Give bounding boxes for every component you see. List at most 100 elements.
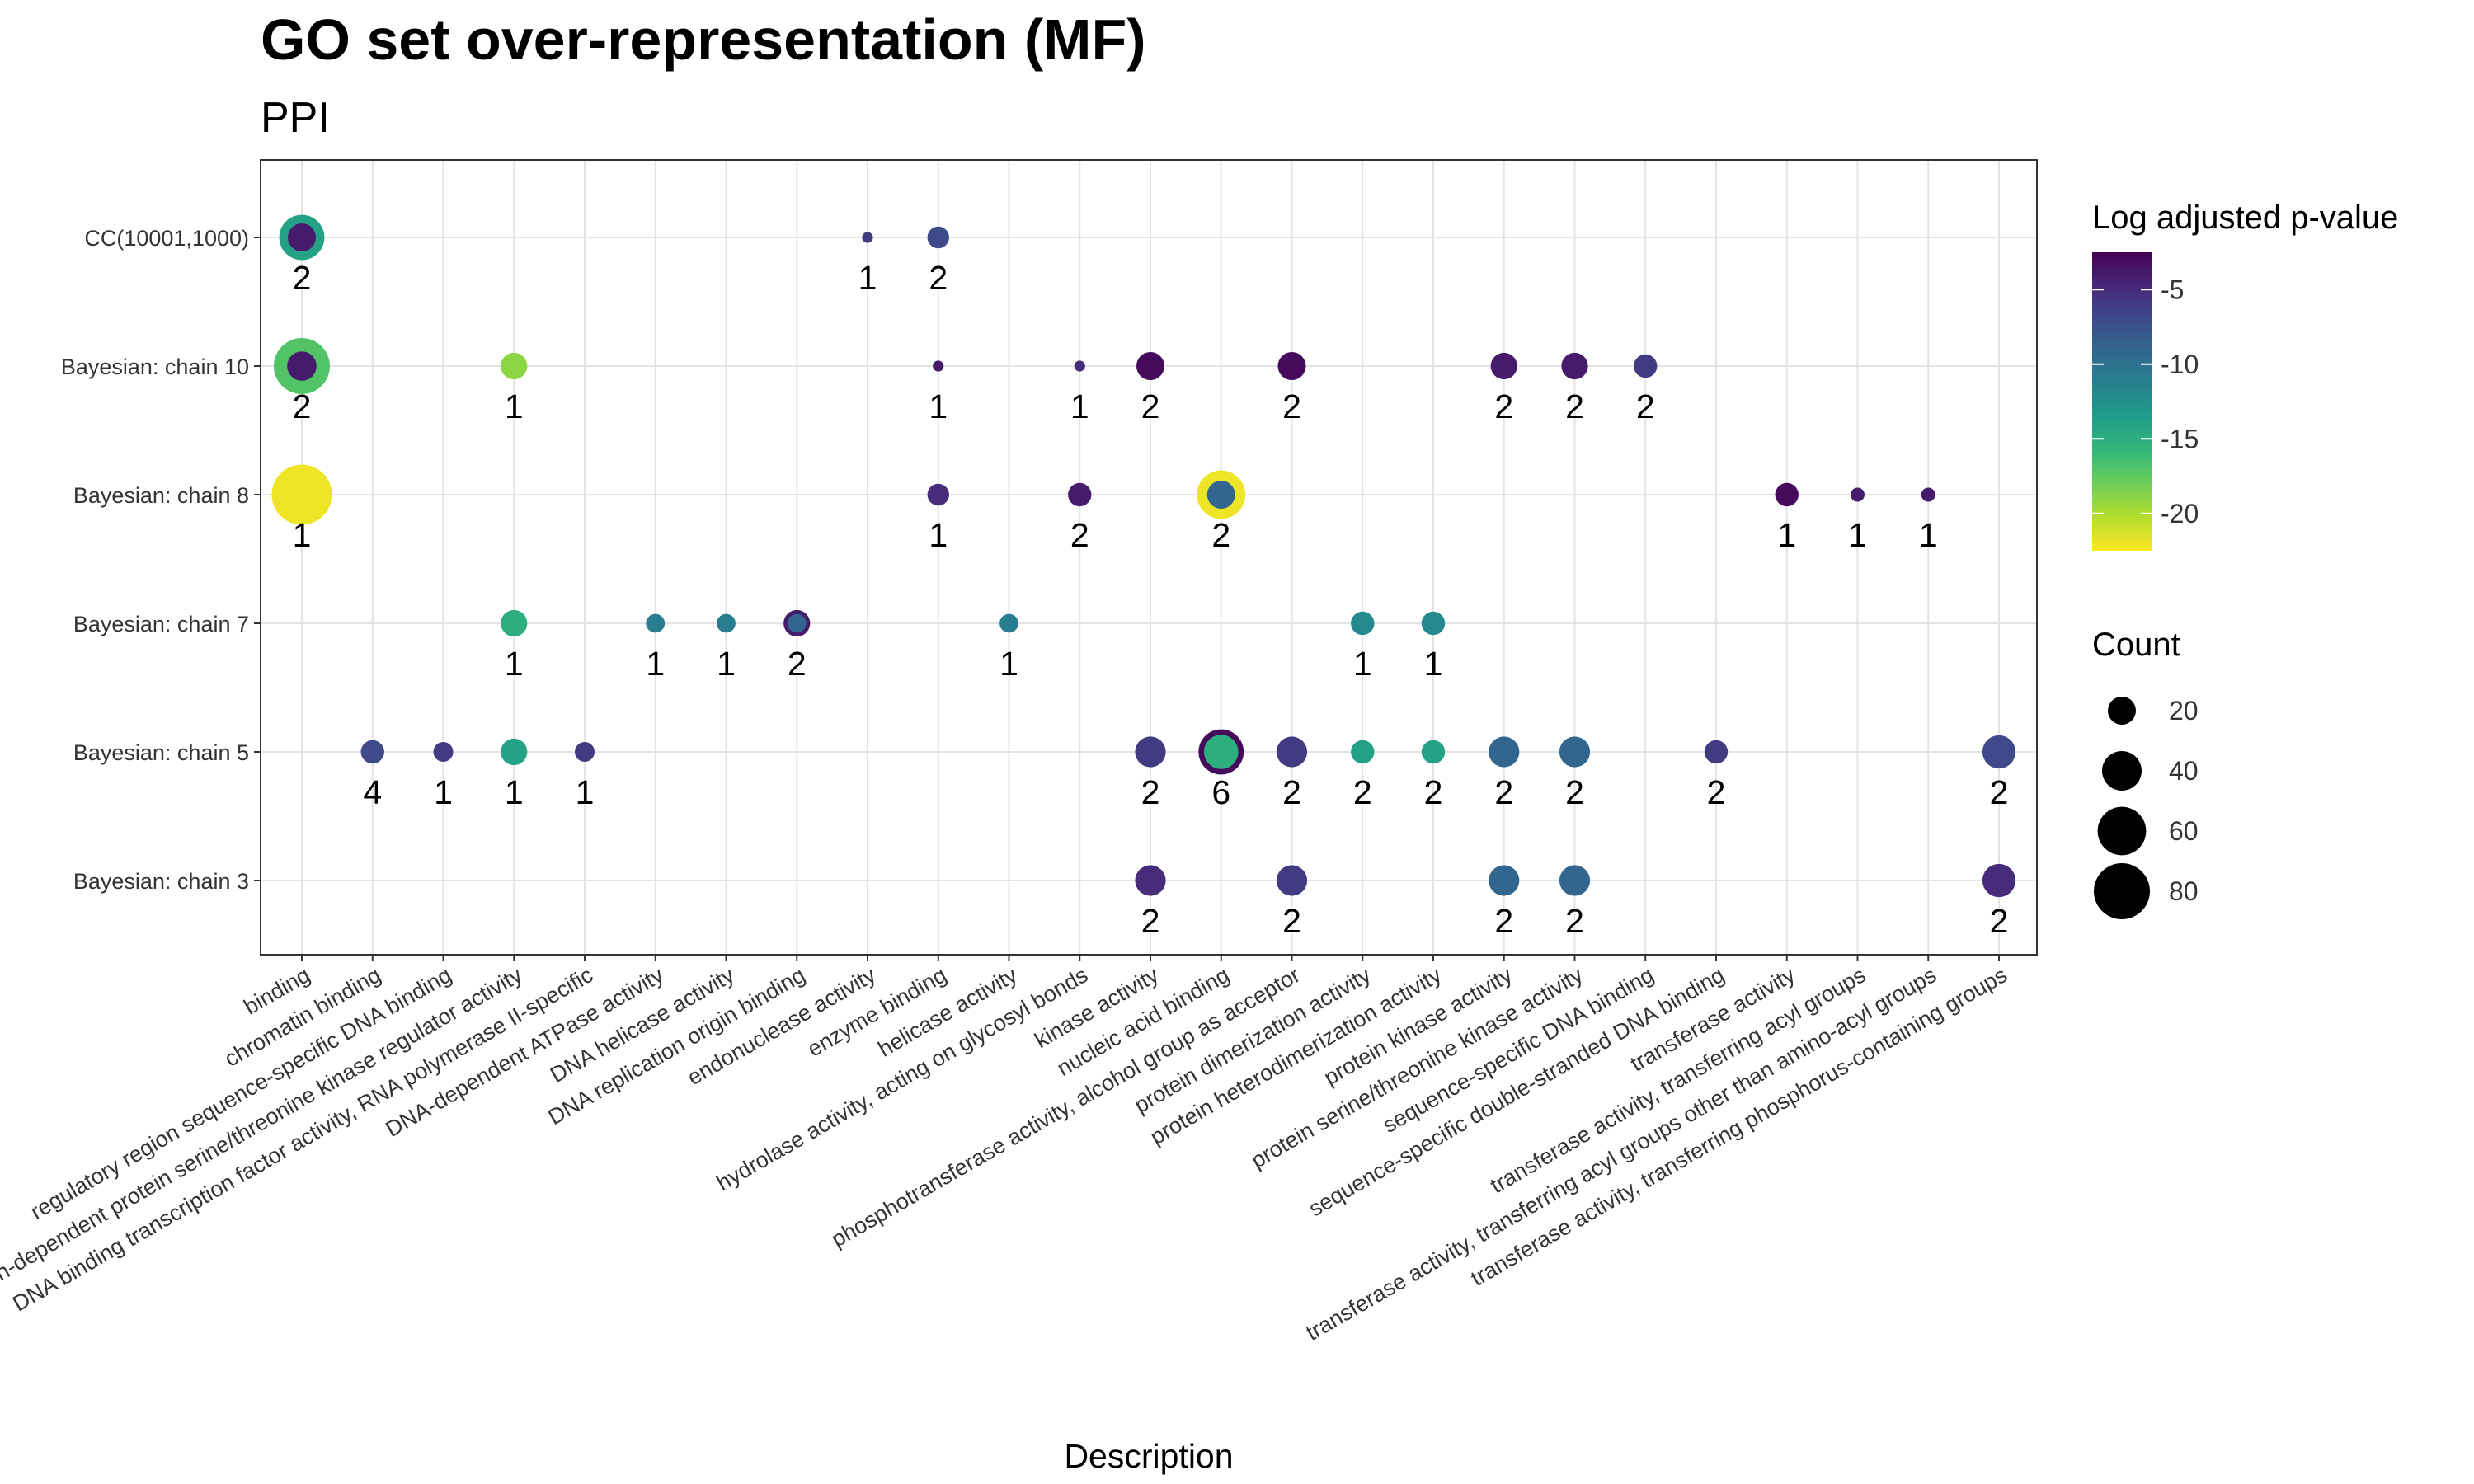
count-label: 2 [1141, 387, 1160, 425]
size-legend-title: Count [2092, 627, 2180, 663]
count-label: 2 [1636, 387, 1655, 425]
data-point [287, 351, 317, 381]
count-label: 1 [434, 773, 453, 811]
count-label: 1 [1848, 516, 1867, 554]
size-legend-dot [2102, 751, 2142, 791]
data-point [575, 742, 595, 762]
count-label: 2 [293, 387, 312, 425]
data-point [1561, 352, 1588, 380]
count-label: 2 [1141, 902, 1160, 940]
data-point [933, 360, 944, 372]
data-point [1068, 482, 1092, 507]
data-point [1135, 736, 1166, 768]
count-label: 1 [646, 645, 665, 683]
color-legend: Log adjusted p-value -5 -10 -15 -20 [2092, 200, 2398, 551]
data-point [787, 613, 807, 633]
grid-lines [261, 160, 2037, 955]
count-label: 1 [505, 387, 524, 425]
data-point [1775, 482, 1799, 507]
count-label: 1 [999, 645, 1018, 683]
data-point [1559, 865, 1591, 896]
size-legend: Count 20 40 60 80 [2092, 627, 2199, 919]
data-point [999, 613, 1018, 633]
plot-panel-border [260, 159, 2038, 956]
x-axis-title: Description [1064, 1437, 1233, 1475]
count-label: 2 [293, 259, 312, 297]
color-legend-label: -10 [2161, 350, 2199, 379]
data-point [1851, 487, 1865, 502]
color-legend-label: -20 [2161, 499, 2199, 528]
data-point [1206, 481, 1235, 509]
count-label: 2 [1494, 902, 1513, 940]
count-label: 6 [1211, 773, 1230, 811]
data-point [1489, 736, 1520, 768]
count-label: 1 [1919, 516, 1938, 554]
data-point [1351, 740, 1375, 764]
count-label: 2 [1282, 387, 1301, 425]
count-label: 2 [1494, 773, 1513, 811]
count-labels: 2 1 2 2 1 1 1 2 2 2 2 2 1 1 2 2 1 1 1 1 1 1 2 1 1 1 4 1 1 1 2 6 2 2 2 2 2 2 2 2… [293, 259, 2009, 940]
count-label: 2 [1707, 773, 1726, 811]
size-legend-dot [2108, 697, 2136, 725]
data-point [1276, 865, 1308, 896]
color-legend-label: -5 [2161, 275, 2184, 304]
data-point [646, 613, 666, 633]
data-point [927, 226, 949, 249]
count-label: 1 [929, 387, 948, 425]
y-tick-label: Bayesian: chain 7 [73, 612, 249, 636]
count-label: 1 [505, 773, 524, 811]
y-tick-label: CC(10001,1000) [84, 226, 249, 251]
chart-subtitle: PPI [261, 94, 330, 142]
size-legend-dot [2094, 863, 2150, 919]
y-tick-label: Bayesian: chain 8 [73, 483, 249, 508]
size-legend-label: 80 [2169, 876, 2199, 906]
size-legend-label: 40 [2169, 756, 2199, 786]
data-point [288, 223, 316, 251]
data-point [1559, 736, 1591, 768]
data-point [501, 609, 528, 637]
count-label: 2 [1211, 516, 1230, 554]
data-point [1276, 736, 1308, 768]
data-point [501, 352, 528, 380]
size-legend-label: 60 [2169, 816, 2199, 846]
data-point [1421, 740, 1446, 764]
data-point [717, 613, 736, 633]
data-point [1490, 352, 1517, 380]
data-point [1203, 735, 1239, 769]
count-label: 2 [1070, 516, 1089, 554]
data-point [1277, 352, 1306, 380]
data-point [1634, 354, 1658, 378]
color-bar [2092, 252, 2152, 551]
size-legend-label: 20 [2169, 696, 2199, 726]
count-label: 1 [1353, 645, 1372, 683]
data-point [1982, 735, 2016, 769]
data-point [1704, 740, 1729, 764]
count-label: 1 [1777, 516, 1796, 554]
count-label: 1 [1424, 645, 1443, 683]
count-label: 2 [1141, 773, 1160, 811]
data-point [1921, 487, 1935, 502]
count-label: 1 [929, 516, 948, 554]
data-point [862, 232, 873, 243]
data-point [501, 738, 528, 766]
count-label: 1 [1070, 387, 1089, 425]
data-points [271, 214, 2016, 898]
data-point [1351, 611, 1375, 636]
color-legend-label: -15 [2161, 424, 2199, 453]
count-label: 1 [717, 645, 736, 683]
count-label: 4 [363, 773, 382, 811]
count-label: 2 [1565, 773, 1584, 811]
y-tick-label: Bayesian: chain 10 [61, 355, 249, 379]
count-label: 2 [929, 259, 948, 297]
data-point [1489, 865, 1520, 896]
data-point [1136, 352, 1164, 380]
count-label: 2 [1990, 773, 2009, 811]
y-tick-label: Bayesian: chain 5 [73, 740, 249, 765]
data-point [1074, 360, 1085, 372]
count-label: 2 [1990, 902, 2009, 940]
chart-title: GO set over-representation (MF) [261, 7, 1146, 72]
count-label: 1 [576, 773, 595, 811]
count-label: 2 [1424, 773, 1443, 811]
